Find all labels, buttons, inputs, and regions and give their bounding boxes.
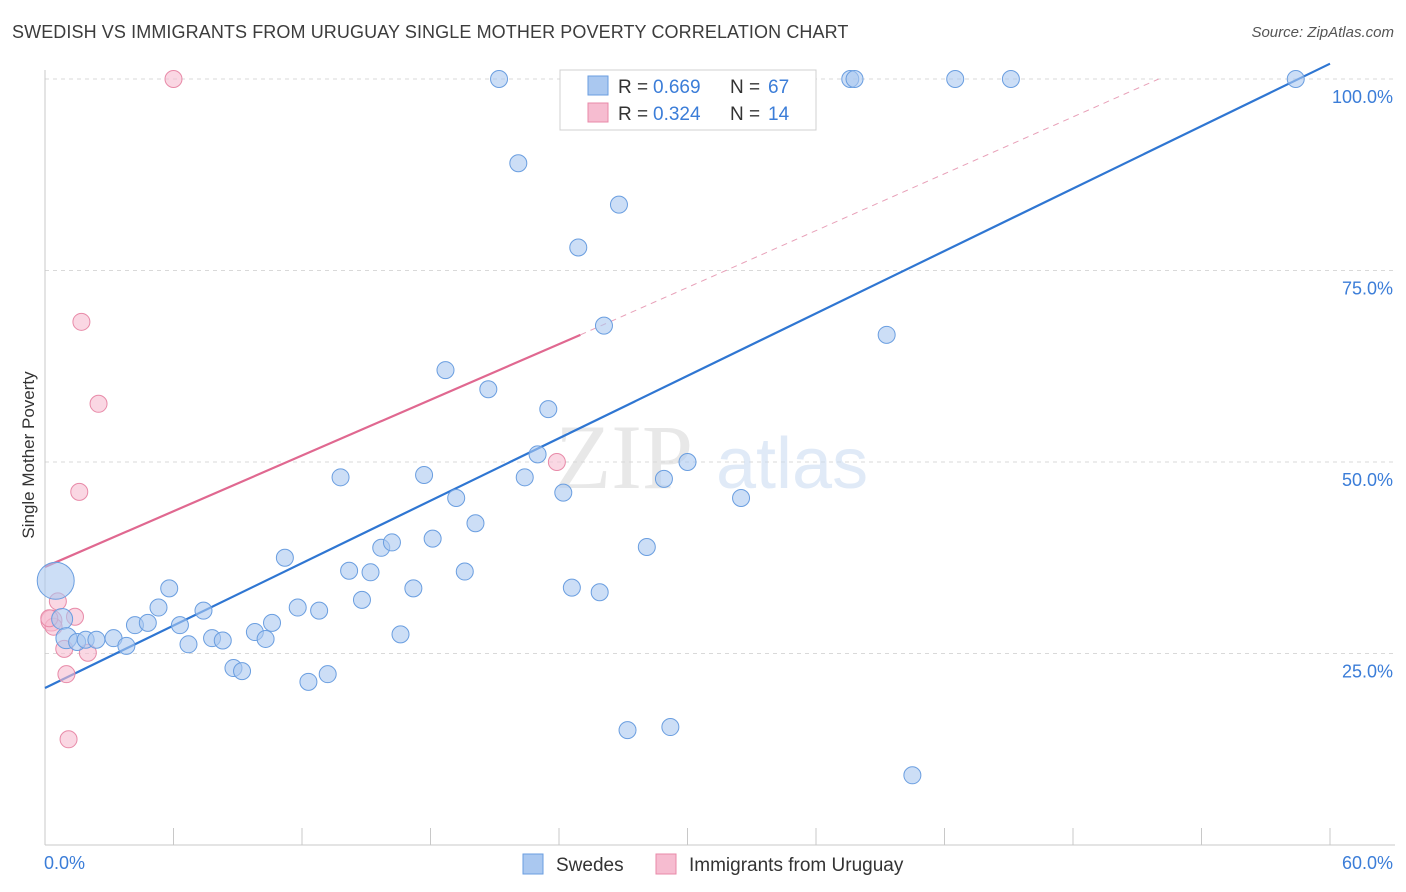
point-swedes <box>256 629 275 648</box>
y-tick-labels: 25.0% 50.0% 75.0% 100.0% <box>1332 87 1393 682</box>
point-swedes <box>179 635 198 654</box>
point-swedes <box>569 238 588 257</box>
point-swedes <box>361 563 380 582</box>
point-swedes <box>946 70 965 88</box>
point-swedes <box>233 662 252 681</box>
legend-r-label-2: R = <box>618 104 648 125</box>
axes <box>44 70 1395 846</box>
point-swedes <box>170 616 189 635</box>
grid-lines <box>45 78 1395 654</box>
point-uruguay <box>59 730 78 749</box>
data-points <box>36 70 1305 785</box>
point-swedes <box>160 579 179 598</box>
y-tick-label: 100.0% <box>1332 87 1393 107</box>
point-swedes <box>903 766 922 785</box>
point-swedes <box>415 466 434 485</box>
bottom-legend-label-swedes: Swedes <box>556 855 624 876</box>
point-swedes <box>423 529 442 548</box>
point-uruguay <box>547 453 566 471</box>
point-swedes <box>331 468 350 487</box>
point-swedes <box>609 195 628 214</box>
legend-n-label-2: N = <box>730 104 760 125</box>
point-swedes <box>539 400 558 419</box>
point-swedes <box>455 562 474 581</box>
point-uruguay <box>70 482 89 501</box>
point-swedes <box>618 721 637 740</box>
point-swedes <box>288 598 307 617</box>
y-tick-label: 25.0% <box>1342 662 1393 682</box>
legend-r-label-1: R = <box>618 77 648 98</box>
legend-n-label-1: N = <box>730 77 760 98</box>
point-swedes <box>528 445 547 464</box>
x-tick-label-max: 60.0% <box>1342 853 1393 873</box>
legend-box: R = 0.669 N = 67 R = 0.324 N = 14 <box>559 69 817 131</box>
legend-swatch-swedes <box>587 75 609 96</box>
point-swedes <box>654 469 673 488</box>
point-swedes <box>149 598 168 617</box>
legend-swatch-uruguay <box>587 102 609 123</box>
point-swedes <box>594 316 613 335</box>
point-swedes <box>87 630 106 649</box>
point-swedes <box>194 601 213 620</box>
point-swedes <box>562 578 581 597</box>
legend-r-value-1: 0.669 <box>653 77 701 98</box>
source-label: Source: ZipAtlas.com <box>1251 24 1394 41</box>
bottom-legend-swatch-uruguay <box>655 853 677 875</box>
point-swedes <box>447 489 466 508</box>
point-swedes <box>117 636 136 655</box>
point-swedes <box>138 613 157 632</box>
watermark-zip: ZIP <box>555 406 693 508</box>
point-swedes <box>51 608 74 631</box>
point-uruguay <box>57 665 76 684</box>
point-swedes <box>515 468 534 487</box>
bottom-legend-label-uruguay: Immigrants from Uruguay <box>689 855 904 876</box>
point-swedes <box>732 489 751 508</box>
point-uruguay <box>164 70 183 88</box>
y-axis-title: Single Mother Poverty <box>19 371 38 539</box>
legend-r-value-2: 0.324 <box>653 104 701 125</box>
bottom-legend: Swedes Immigrants from Uruguay <box>522 853 904 876</box>
point-swedes <box>1001 70 1020 88</box>
point-swedes <box>466 514 485 533</box>
point-swedes <box>391 625 410 644</box>
point-swedes <box>213 631 232 650</box>
legend-n-value-1: 67 <box>768 77 789 98</box>
chart-title: SWEDISH VS IMMIGRANTS FROM URUGUAY SINGL… <box>12 22 849 42</box>
point-swedes <box>479 380 498 399</box>
point-swedes <box>340 561 359 580</box>
point-swedes <box>1286 70 1305 88</box>
y-tick-label: 75.0% <box>1342 279 1393 299</box>
point-uruguay <box>72 312 91 331</box>
point-swedes <box>299 672 318 691</box>
point-swedes <box>509 154 528 173</box>
trend-line-swedes <box>44 62 1331 689</box>
trend-lines <box>44 62 1331 689</box>
x-tick-label-min: 0.0% <box>44 853 85 873</box>
y-tick-label: 50.0% <box>1342 470 1393 490</box>
point-swedes <box>637 538 656 557</box>
point-swedes <box>263 613 282 632</box>
point-swedes <box>382 533 401 552</box>
point-swedes <box>318 665 337 684</box>
point-swedes <box>36 561 75 600</box>
point-swedes <box>554 483 573 502</box>
point-swedes <box>678 453 697 471</box>
point-swedes <box>490 70 509 88</box>
point-swedes <box>661 718 680 737</box>
bottom-legend-swatch-swedes <box>522 853 544 875</box>
point-swedes <box>404 579 423 598</box>
point-swedes <box>590 583 609 602</box>
point-swedes <box>352 590 371 609</box>
point-swedes <box>310 601 329 620</box>
point-uruguay <box>89 394 108 413</box>
watermark: ZIP atlas <box>555 406 868 508</box>
point-swedes <box>845 70 864 88</box>
point-swedes <box>436 361 455 380</box>
legend-n-value-2: 14 <box>768 104 790 125</box>
point-swedes <box>275 548 294 567</box>
trend-line-uruguay <box>44 333 581 568</box>
point-swedes <box>877 325 896 344</box>
x-tick-labels: 0.0% 60.0% <box>44 853 1393 873</box>
